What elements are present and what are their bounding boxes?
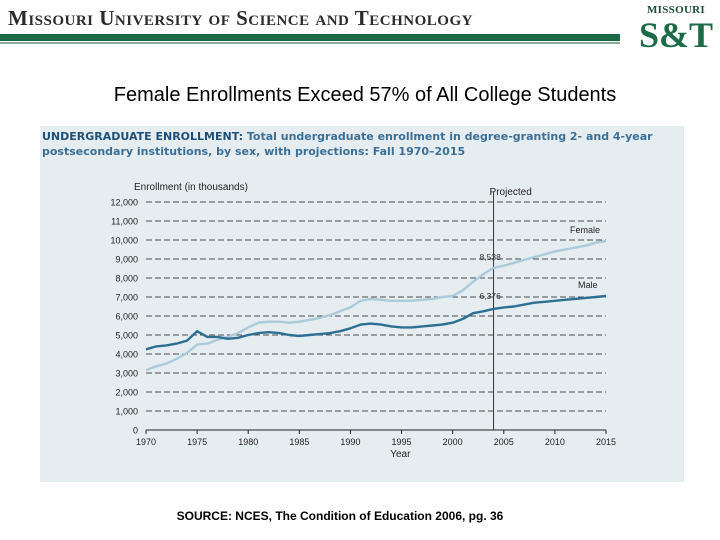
series-label-male: Male [578, 280, 598, 290]
value-annotation: 6,376 [480, 291, 502, 301]
header-rule-grey [0, 42, 620, 44]
enrollment-chart: Enrollment (in thousands) 0 1,000 2,000 3,00… [110, 182, 616, 460]
university-name: Missouri University of Science and Techn… [8, 6, 473, 30]
y-tick-label: 9,000 [115, 255, 138, 265]
y-tick-label: 3,000 [115, 369, 138, 379]
y-tick-label: 5,000 [115, 331, 138, 341]
x-tick-label: 2005 [494, 437, 514, 447]
chart-heading-lead: UNDERGRADUATE ENROLLMENT: [42, 130, 244, 143]
y-tick-label: 4,000 [115, 350, 138, 360]
y-tick-label: 8,000 [115, 274, 138, 284]
x-tick-label: 1995 [392, 437, 412, 447]
x-tick-label: 2015 [596, 437, 616, 447]
series-line-male [145, 294, 607, 351]
y-tick-label: 0 [133, 426, 138, 436]
x-tick-label: 2000 [443, 437, 463, 447]
y-axis-label: Enrollment (in thousands) [134, 182, 248, 193]
x-tick-label: 1970 [136, 437, 156, 447]
university-logo: MISSOURI S&T [636, 4, 716, 60]
header-rule-green [0, 34, 620, 41]
x-tick-label: 1980 [238, 437, 258, 447]
x-tick-label: 1985 [289, 437, 309, 447]
y-tick-label: 2,000 [115, 388, 138, 398]
series-line-female [145, 239, 607, 372]
slide-header: Missouri University of Science and Techn… [0, 0, 720, 62]
logo-top-text: MISSOURI [646, 4, 706, 16]
x-tick-label: 1975 [187, 437, 207, 447]
source-note: SOURCE: NCES, The Condition of Education… [176, 509, 504, 523]
y-tick-label: 7,000 [115, 293, 138, 303]
chart-heading: UNDERGRADUATE ENROLLMENT: Total undergra… [42, 129, 682, 159]
projection-label: Projected [490, 187, 532, 198]
x-tick-label: 1990 [340, 437, 360, 447]
value-annotation: 8,538 [480, 252, 502, 262]
y-tick-label: 1,000 [115, 407, 138, 417]
slide-title: Female Enrollments Exceed 57% of All Col… [113, 84, 617, 106]
chart-panel: Enrollment (in thousands) 0 1,000 2,000 3,00… [40, 126, 684, 482]
y-tick-label: 10,000 [110, 236, 138, 246]
x-axis-label: Year [390, 449, 411, 460]
chart-heading-rest: Total undergraduate enrollment in degree… [42, 130, 653, 158]
y-tick-label: 12,000 [110, 198, 138, 208]
y-tick-label: 6,000 [115, 312, 138, 322]
logo-main-text: S&T [638, 15, 714, 55]
series-label-female: Female [570, 225, 600, 235]
y-tick-label: 11,000 [111, 217, 138, 227]
x-tick-label: 2010 [545, 437, 565, 447]
